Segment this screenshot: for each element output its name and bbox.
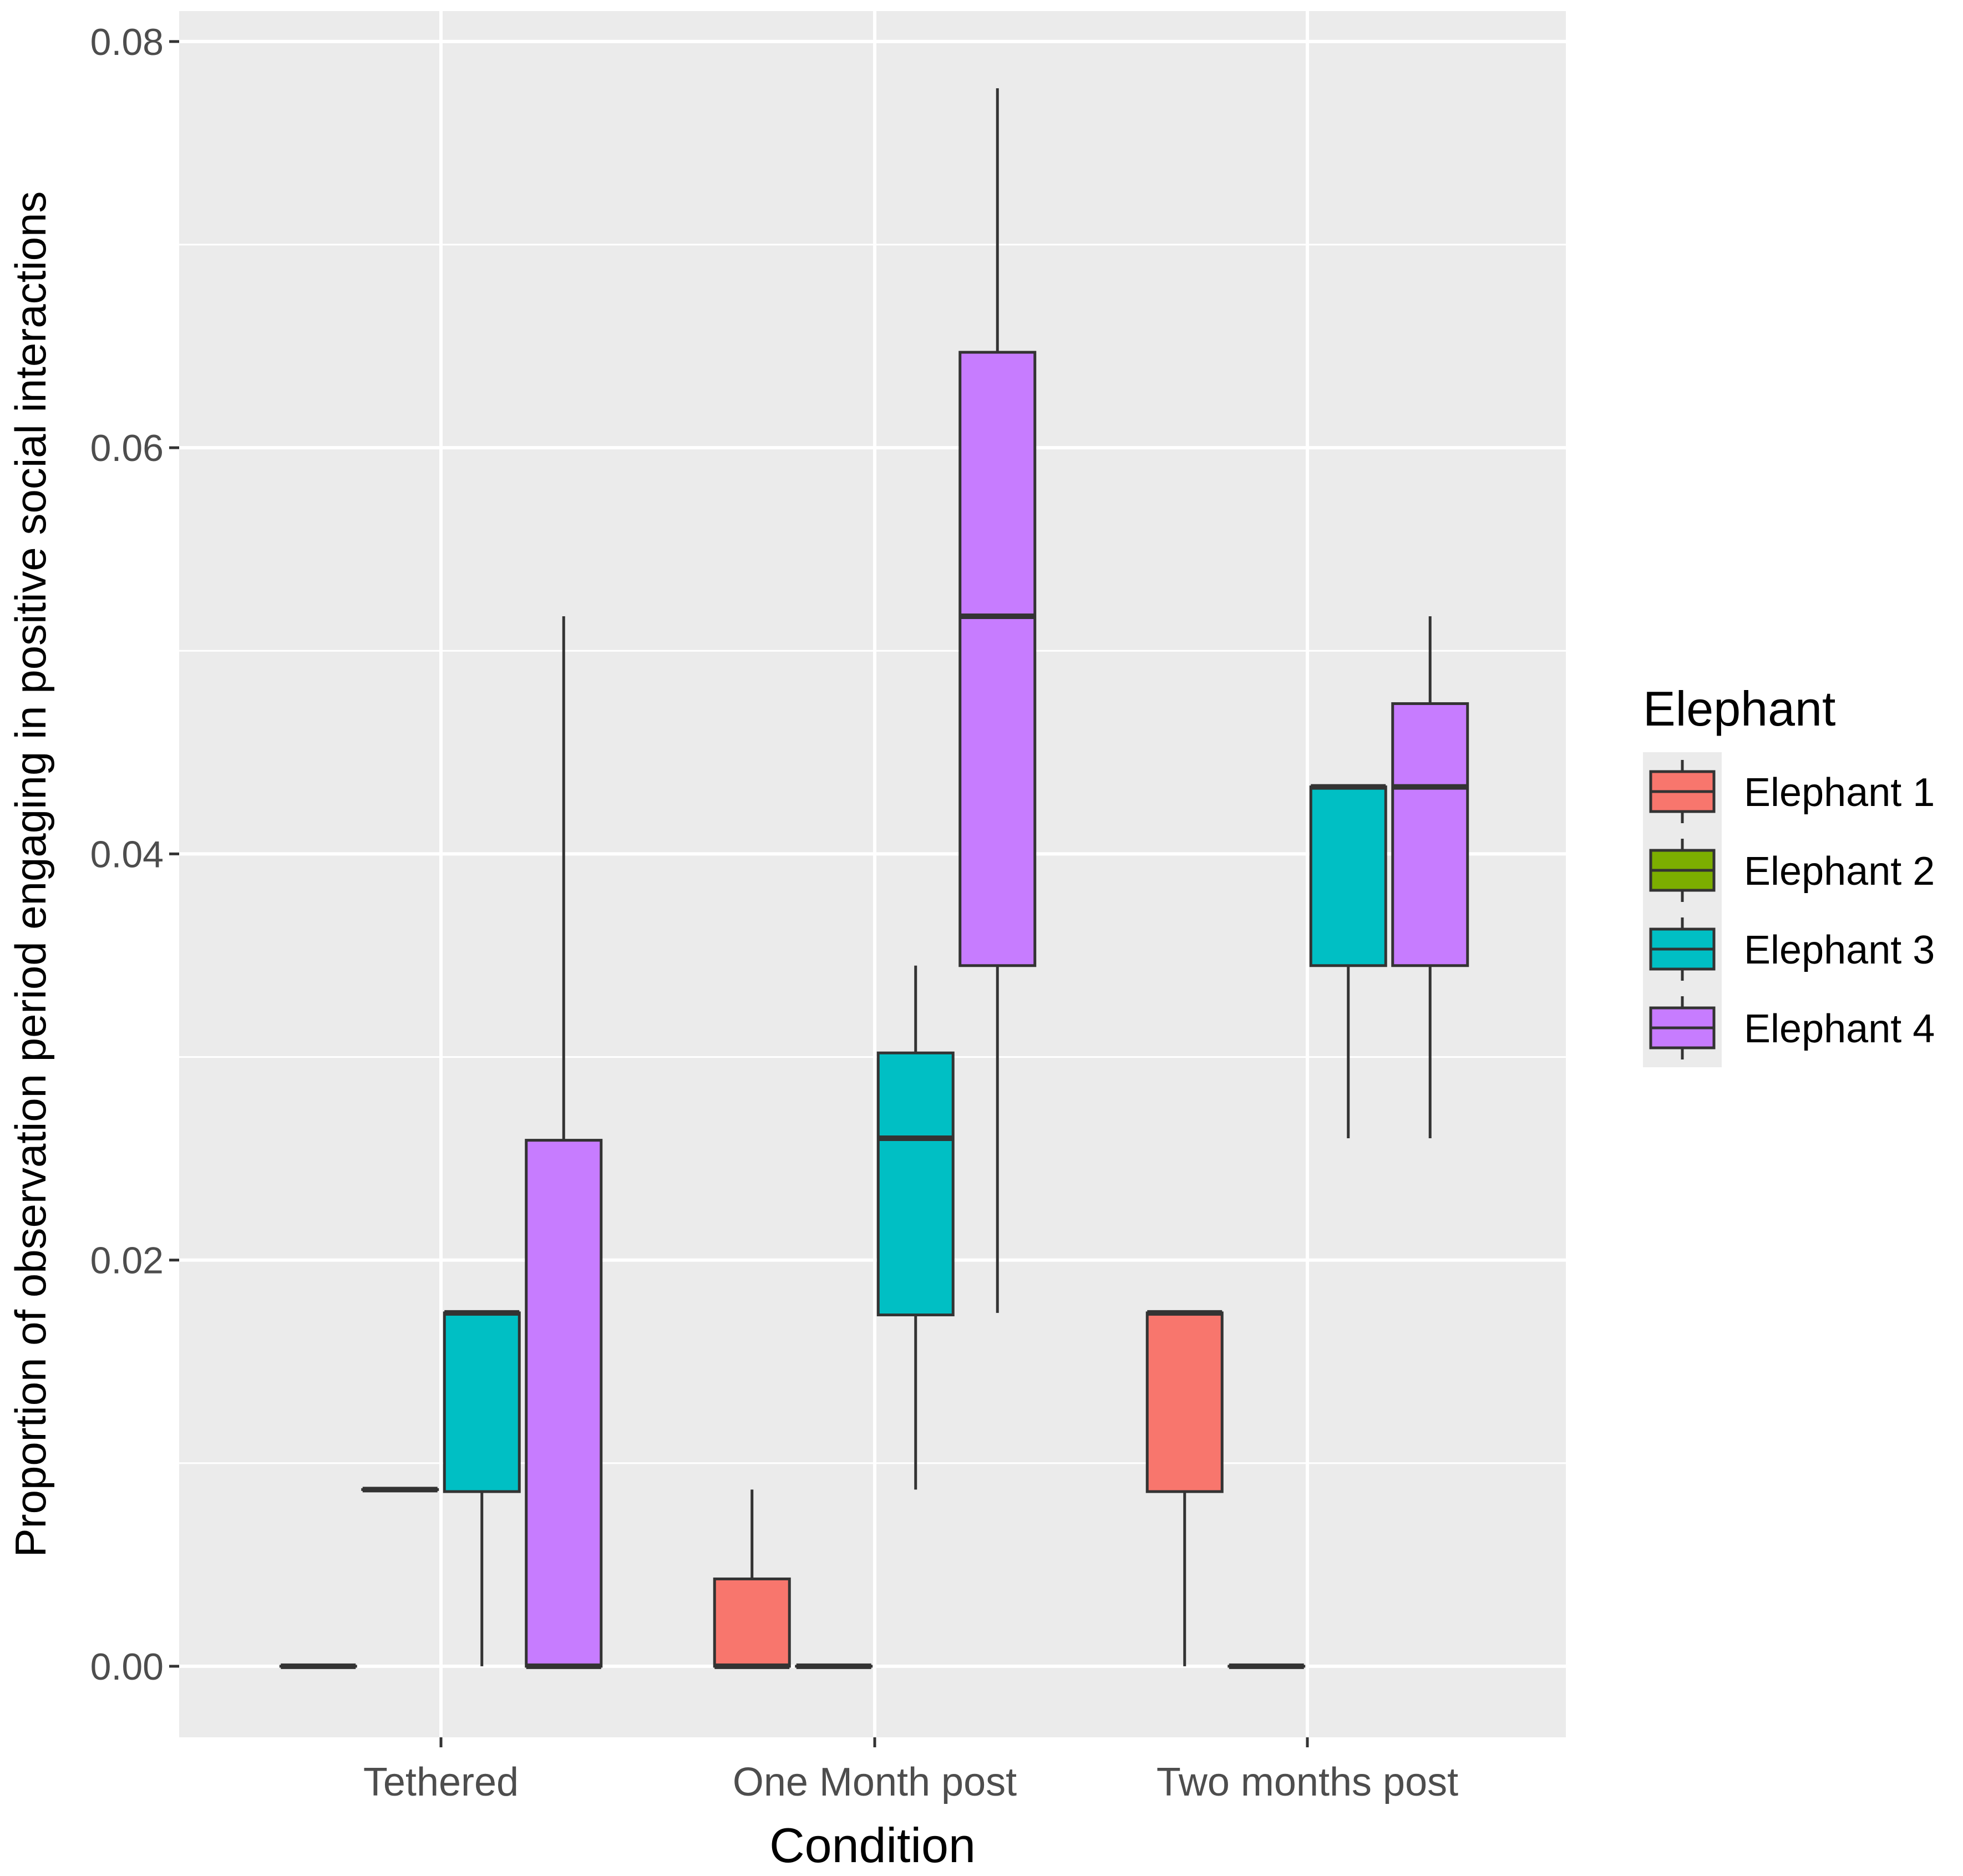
y-axis-title: Proportion of observation period engagin…	[6, 191, 55, 1558]
y-tick-label: 0.00	[90, 1646, 164, 1688]
x-tick-label: Tethered	[363, 1760, 519, 1804]
box-body	[1391, 702, 1469, 967]
x-tick-label: Two months post	[1157, 1760, 1458, 1804]
box-elephant-4-one-month-post	[958, 88, 1037, 1313]
x-axis-title: Condition	[769, 1818, 976, 1873]
legend-key-elephant-3: Elephant 3	[1649, 917, 1935, 981]
box-body	[443, 1311, 521, 1493]
legend-label: Elephant 4	[1744, 1007, 1935, 1051]
legend-label: Elephant 2	[1744, 849, 1935, 894]
y-tick-label: 0.02	[90, 1240, 164, 1282]
box-body	[1145, 1311, 1224, 1493]
y-tick-label: 0.08	[90, 21, 164, 63]
x-tick-label: One Month post	[733, 1760, 1017, 1804]
y-tick-label: 0.06	[90, 427, 164, 469]
box-body	[525, 1139, 603, 1668]
box-elephant-3-tethered	[443, 1310, 521, 1666]
legend-label: Elephant 1	[1744, 770, 1935, 815]
legend-key-elephant-1: Elephant 1	[1649, 760, 1935, 823]
y-tick-label: 0.04	[90, 833, 164, 875]
legend-title: Elephant	[1643, 681, 1835, 736]
box-body	[1309, 785, 1387, 967]
box-elephant-4-two-months-post	[1391, 616, 1469, 1138]
box-body	[876, 1051, 955, 1316]
legend-key-elephant-2: Elephant 2	[1649, 839, 1935, 902]
box-elephant-3-one-month-post	[876, 965, 955, 1490]
box-elephant-4-tethered	[525, 616, 603, 1669]
legend-keys: Elephant 1 Elephant 2 Elephant 3 Elephant 4	[1649, 760, 1935, 1059]
box-elephant-3-two-months-post	[1309, 784, 1387, 1138]
box-body	[958, 351, 1037, 967]
legend-label: Elephant 3	[1744, 928, 1935, 972]
box-elephant-1-one-month-post	[713, 1489, 791, 1669]
box-body	[713, 1577, 791, 1668]
legend-key-elephant-4: Elephant 4	[1649, 996, 1935, 1059]
boxes-layer	[279, 88, 1469, 1669]
box-elephant-1-two-months-post	[1145, 1310, 1224, 1666]
axes: 0.00 0.02 0.04 0.06 0.08 Tethered One Month po…	[90, 21, 1458, 1804]
